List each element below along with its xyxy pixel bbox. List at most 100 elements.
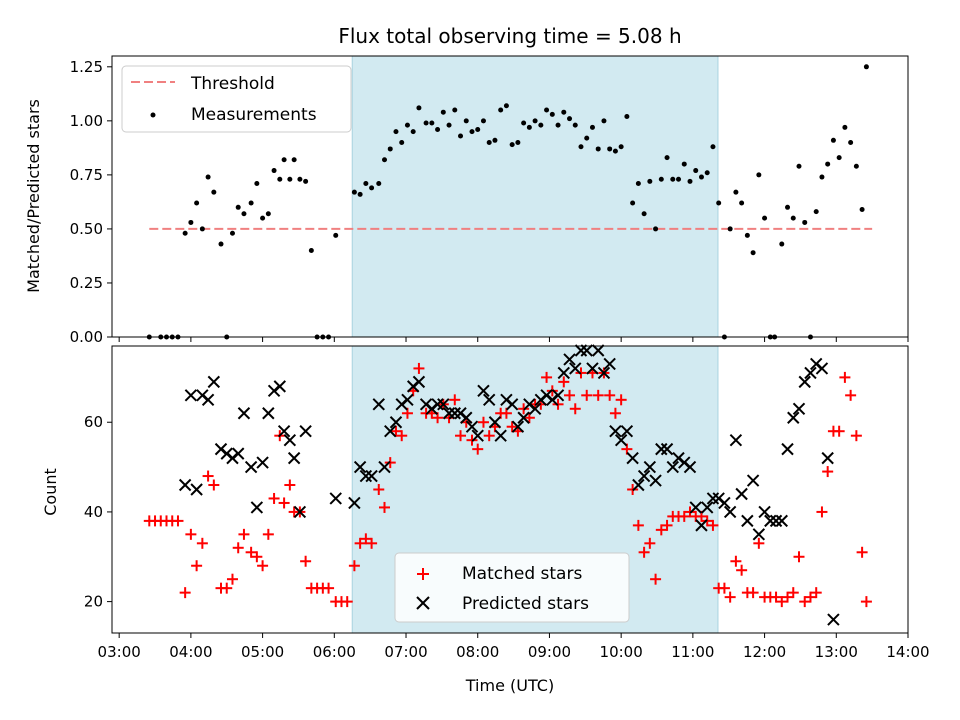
measurements-point-19 xyxy=(265,211,271,217)
matched-stars-point-85 xyxy=(638,546,650,558)
measurements-point-68 xyxy=(561,109,567,115)
matched-stars-point-38 xyxy=(366,537,378,549)
measurements-point-57 xyxy=(498,107,504,113)
measurements-point-100 xyxy=(744,232,750,238)
legend-matched-label: Matched stars xyxy=(462,564,582,584)
measurements-point-82 xyxy=(641,211,647,217)
predicted-stars-point-27 xyxy=(372,398,385,411)
predicted-stars-point-16 xyxy=(273,380,287,393)
predicted-stars-point-17 xyxy=(277,424,291,438)
measurements-point-55 xyxy=(486,139,492,145)
predicted-stars-point-44 xyxy=(471,429,484,442)
matched-stars-point-101 xyxy=(730,555,742,567)
measurements-point-60 xyxy=(515,139,521,145)
measurements-point-107 xyxy=(785,204,791,210)
predicted-stars-point-63 xyxy=(580,344,593,357)
measurements-point-94 xyxy=(710,144,716,150)
matched-stars-point-120 xyxy=(839,371,851,383)
x-tick-label-6: 09:00 xyxy=(528,643,571,661)
predicted-stars-point-30 xyxy=(389,416,403,429)
x-tick-label-2: 05:00 xyxy=(241,643,284,661)
y-tick-label-0-4: 1.00 xyxy=(70,112,103,130)
matched-stars-point-124 xyxy=(860,596,872,608)
matched-stars-point-110 xyxy=(782,591,794,603)
matched-stars-point-35 xyxy=(348,560,360,572)
matched-stars-point-97 xyxy=(707,519,719,531)
y-tick-label-0-1: 0.25 xyxy=(70,274,103,292)
measurements-point-75 xyxy=(601,118,607,124)
measurements-point-56 xyxy=(492,137,498,143)
matched-stars-point-73 xyxy=(569,403,581,415)
legend-predicted-label: Predicted stars xyxy=(462,594,589,614)
predicted-stars-point-25 xyxy=(359,469,373,483)
matched-stars-point-31 xyxy=(323,582,335,594)
chart-title: Flux total observing time = 5.08 h xyxy=(338,24,681,48)
measurements-point-37 xyxy=(382,157,388,163)
measurements-point-63 xyxy=(532,118,538,124)
measurements-point-108 xyxy=(790,215,796,221)
measurements-point-54 xyxy=(480,118,486,124)
predicted-stars-point-73 xyxy=(637,469,651,483)
matched-stars-point-40 xyxy=(379,501,391,513)
predicted-stars-point-70 xyxy=(620,424,634,438)
measurements-point-66 xyxy=(549,111,555,117)
matched-stars-point-8 xyxy=(191,560,203,572)
predicted-stars-point-91 xyxy=(741,514,754,528)
predicted-stars-point-59 xyxy=(557,366,570,380)
predicted-stars-point-19 xyxy=(287,451,301,465)
x-tick-label-9: 12:00 xyxy=(743,643,786,661)
predicted-stars-point-89 xyxy=(729,433,743,447)
matched-stars-point-20 xyxy=(262,528,274,540)
matched-stars-point-5 xyxy=(172,515,184,527)
predicted-stars-point-90 xyxy=(735,487,748,501)
measurements-point-81 xyxy=(635,181,641,187)
x-tick-label-11: 14:00 xyxy=(886,643,929,661)
measurements-point-21 xyxy=(277,176,283,182)
matched-stars-point-13 xyxy=(221,582,233,594)
measurements-point-90 xyxy=(687,178,693,184)
predicted-stars-point-81 xyxy=(683,460,697,474)
measurements-point-67 xyxy=(555,122,561,128)
matched-stars-point-114 xyxy=(804,591,816,603)
matched-stars-point-53 xyxy=(455,430,467,442)
predicted-stars-point-77 xyxy=(660,442,674,456)
matched-stars-point-23 xyxy=(278,497,290,509)
measurements-point-51 xyxy=(463,118,469,124)
matched-stars-point-89 xyxy=(661,519,673,531)
measurements-point-43 xyxy=(416,105,422,111)
matched-stars-point-61 xyxy=(500,407,512,419)
x-tick-label-4: 07:00 xyxy=(384,643,427,661)
matched-stars-point-16 xyxy=(238,528,250,540)
matched-stars-point-36 xyxy=(354,537,366,549)
matched-stars-point-24 xyxy=(284,479,296,491)
y-tick-label-1-1: 40 xyxy=(84,503,103,521)
predicted-stars-point-14 xyxy=(262,407,275,420)
predicted-stars-point-95 xyxy=(764,514,777,528)
matched-stars-point-27 xyxy=(300,555,312,567)
predicted-stars-point-24 xyxy=(353,460,367,474)
measurements-point-79 xyxy=(624,114,630,120)
matched-stars-point-14 xyxy=(226,573,238,585)
matched-stars-point-58 xyxy=(483,430,495,442)
measurements-point-26 xyxy=(303,178,309,184)
predicted-stars-point-11 xyxy=(244,460,258,474)
measurements-point-35 xyxy=(369,185,375,191)
predicted-stars-point-66 xyxy=(597,366,611,380)
predicted-stars-point-50 xyxy=(505,398,519,411)
y-tick-label-0-2: 0.50 xyxy=(70,220,103,238)
measurements-point-9 xyxy=(205,174,211,180)
predicted-stars-point-61 xyxy=(569,362,582,375)
predicted-stars-point-93 xyxy=(752,528,766,541)
predicted-stars-point-85 xyxy=(706,492,720,505)
measurements-point-118 xyxy=(848,139,854,145)
predicted-stars-point-46 xyxy=(482,393,496,407)
predicted-stars-point-68 xyxy=(609,424,622,438)
matched-stars-point-116 xyxy=(816,506,828,518)
matched-stars-point-39 xyxy=(373,484,385,495)
predicted-stars-point-94 xyxy=(758,505,771,519)
matched-stars-point-44 xyxy=(401,407,413,419)
measurements-point-59 xyxy=(509,142,515,148)
predicted-stars-point-75 xyxy=(649,474,662,487)
measurements-point-45 xyxy=(429,120,435,126)
